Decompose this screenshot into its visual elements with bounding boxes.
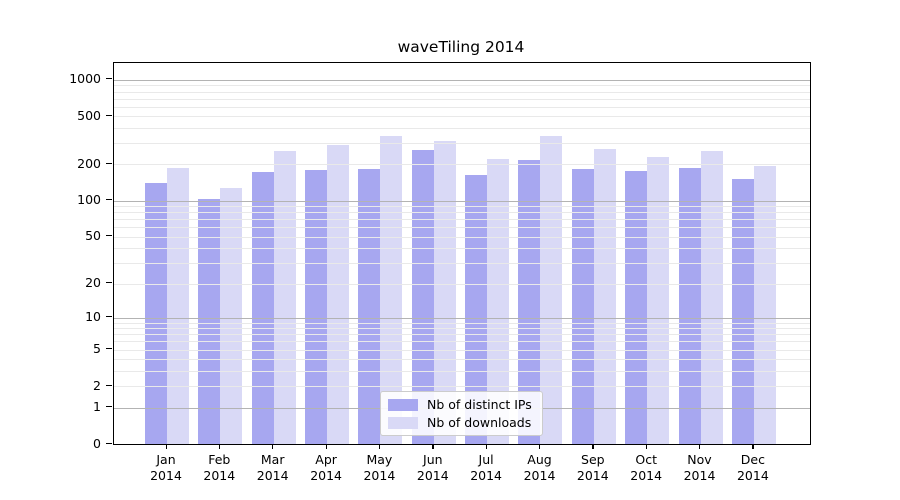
- x-tick-label-nov: Nov 2014: [683, 452, 716, 483]
- x-tick-label-oct: Oct 2014: [630, 452, 663, 483]
- x-tick-label-apr: Apr 2014: [310, 452, 342, 483]
- x-tick-label-dec: Dec 2014: [736, 452, 769, 483]
- x-tick-label-aug: Aug 2014: [523, 452, 556, 483]
- bar-feb-downloads: [220, 187, 243, 444]
- y-tick-label: 2: [93, 377, 101, 393]
- bar-mar-downloads: [273, 151, 296, 444]
- y-tick-label: 0: [93, 435, 101, 451]
- legend-item-distinct-ips: Nb of distinct IPs: [388, 397, 532, 412]
- y-tick-mark: [106, 442, 112, 444]
- bar-feb-distinct-ips: [198, 198, 221, 444]
- y-tick-label: 1000: [69, 71, 101, 87]
- x-tick-mark: [165, 444, 167, 450]
- bar-nov-downloads: [700, 151, 723, 444]
- y-tick-mark: [106, 406, 112, 408]
- bars-layer: [114, 63, 810, 444]
- legend-label-downloads: Nb of downloads: [427, 415, 532, 430]
- bar-aug-downloads: [540, 136, 563, 444]
- y-tick-mark: [106, 282, 112, 284]
- chart-title: waveTiling 2014: [397, 38, 525, 56]
- bar-jun-distinct-ips: [411, 150, 434, 444]
- bar-sep-downloads: [593, 148, 616, 444]
- bar-apr-distinct-ips: [305, 169, 328, 444]
- y-tick-mark: [106, 78, 112, 80]
- bar-oct-distinct-ips: [625, 170, 648, 444]
- x-tick-mark: [752, 444, 754, 450]
- x-tick-mark: [378, 444, 381, 450]
- legend-swatch-distinct-ips-icon: [388, 398, 418, 411]
- y-tick-label: 50: [85, 228, 101, 244]
- x-tick-label-jul: Jul 2014: [470, 452, 502, 483]
- x-tick-mark: [432, 444, 434, 450]
- legend-label-distinct-ips: Nb of distinct IPs: [427, 397, 532, 412]
- y-tick-mark: [106, 348, 112, 350]
- x-tick-label-feb: Feb 2014: [203, 452, 236, 483]
- x-tick-mark: [485, 444, 487, 450]
- bar-dec-distinct-ips: [731, 179, 754, 444]
- bar-jan-distinct-ips: [145, 182, 167, 444]
- legend-item-downloads: Nb of downloads: [388, 415, 532, 430]
- x-tick-mark: [645, 444, 647, 450]
- bar-apr-downloads: [327, 145, 350, 444]
- bar-oct-downloads: [647, 157, 670, 444]
- plot-area: [113, 62, 811, 445]
- y-tick-label: 200: [77, 155, 101, 171]
- legend-swatch-downloads-icon: [388, 416, 418, 429]
- y-tick-label: 5: [93, 341, 101, 356]
- x-tick-mark: [592, 444, 594, 450]
- y-tick-label: 20: [85, 275, 101, 290]
- bar-may-distinct-ips: [358, 168, 381, 444]
- y-tick-mark: [106, 199, 112, 201]
- legend: Nb of distinct IPs Nb of downloads: [380, 391, 543, 436]
- x-tick-label-may: May 2014: [363, 452, 396, 483]
- x-tick-label-mar: Mar 2014: [256, 452, 289, 483]
- x-tick-mark: [325, 444, 327, 450]
- bar-dec-downloads: [753, 166, 776, 444]
- x-tick-label-jan: Jan 2014: [150, 452, 182, 483]
- y-tick-label: 10: [85, 309, 101, 325]
- y-tick-mark: [106, 384, 112, 386]
- bar-jul-downloads: [487, 158, 510, 444]
- x-tick-mark: [218, 444, 221, 450]
- y-tick-mark: [106, 316, 112, 318]
- y-tick-mark: [106, 162, 112, 165]
- x-tick-mark: [272, 444, 274, 450]
- bar-nov-distinct-ips: [678, 167, 701, 444]
- x-tick-label-sep: Sep 2014: [576, 452, 609, 483]
- bar-aug-distinct-ips: [518, 159, 541, 444]
- x-tick-mark: [699, 444, 701, 450]
- y-tick-mark: [106, 114, 112, 116]
- bar-jun-downloads: [433, 141, 456, 444]
- y-tick-label: 1: [93, 399, 101, 414]
- y-tick-mark: [106, 235, 112, 237]
- bar-sep-distinct-ips: [571, 168, 594, 444]
- bar-mar-distinct-ips: [251, 172, 274, 444]
- x-tick-mark: [539, 444, 541, 450]
- y-tick-label: 500: [77, 107, 101, 123]
- x-tick-label-jun: Jun 2014: [416, 452, 449, 483]
- bar-jan-downloads: [167, 167, 189, 444]
- y-tick-label: 100: [77, 192, 101, 208]
- bar-jul-distinct-ips: [465, 175, 488, 444]
